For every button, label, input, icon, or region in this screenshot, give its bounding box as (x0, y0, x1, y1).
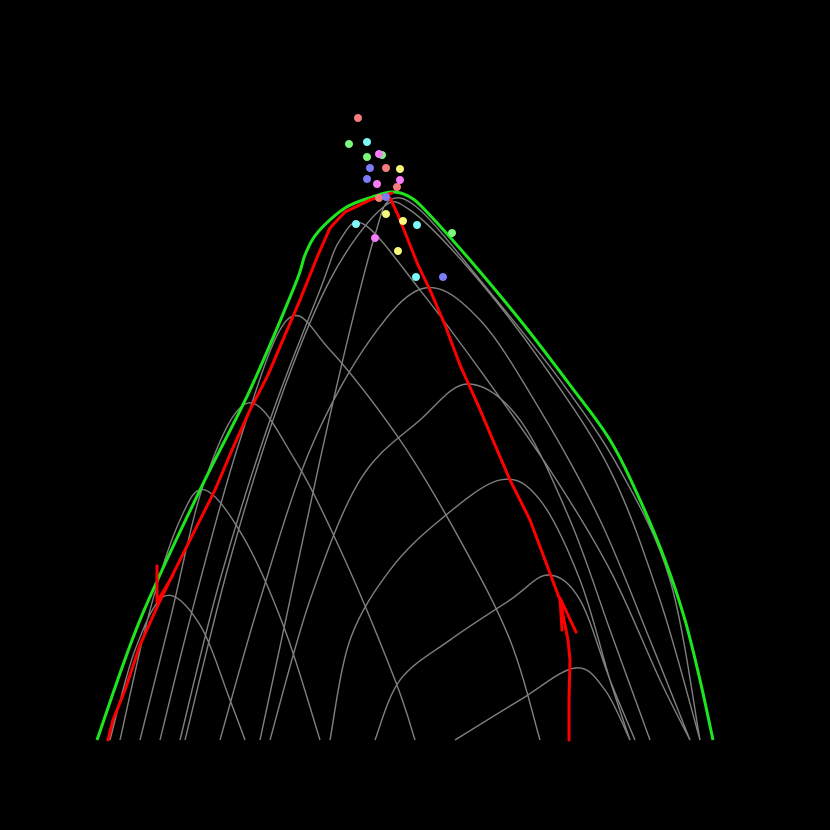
grid-curves-family-a (109, 197, 701, 741)
grid-curve-b (184, 201, 701, 741)
data-point-cyan (412, 273, 420, 281)
data-point-salmon (393, 183, 401, 191)
grid-curve-b (454, 667, 631, 741)
grid-curve-a (259, 197, 701, 741)
arrowhead-icon (155, 564, 175, 604)
data-point-blue (363, 175, 371, 183)
grid-curve-a (109, 594, 246, 741)
grid-curve-a (119, 488, 321, 741)
data-point-yellow (396, 165, 404, 173)
data-point-green (345, 140, 353, 148)
grid-curve-b (329, 478, 631, 741)
data-point-salmon (354, 114, 362, 122)
data-point-blue (382, 193, 390, 201)
grid-curve-a (139, 402, 416, 741)
data-point-magenta (375, 150, 383, 158)
arrowhead-icon (558, 596, 578, 634)
data-point-yellow (399, 217, 407, 225)
grid-curve-b (219, 286, 691, 741)
data-point-cyan (352, 220, 360, 228)
envelope-curve (95, 190, 715, 741)
scatter-points (345, 114, 456, 281)
trajectory-lines (106, 191, 578, 742)
data-point-magenta (396, 176, 404, 184)
envelope-line (95, 190, 715, 741)
data-point-blue (366, 164, 374, 172)
grid-curve-a (179, 221, 691, 741)
data-point-salmon (375, 194, 383, 202)
data-point-blue (439, 273, 447, 281)
data-point-yellow (382, 210, 390, 218)
data-point-yellow (394, 247, 402, 255)
data-point-cyan (363, 138, 371, 146)
data-point-green (363, 153, 371, 161)
data-point-cyan (413, 221, 421, 229)
data-point-green (448, 229, 456, 237)
data-point-salmon (382, 164, 390, 172)
trajectory-left-descending (106, 191, 394, 742)
trajectory-right-ascending (388, 196, 572, 742)
data-point-magenta (371, 234, 379, 242)
grid-curve-a (159, 314, 541, 741)
data-point-magenta (373, 180, 381, 188)
